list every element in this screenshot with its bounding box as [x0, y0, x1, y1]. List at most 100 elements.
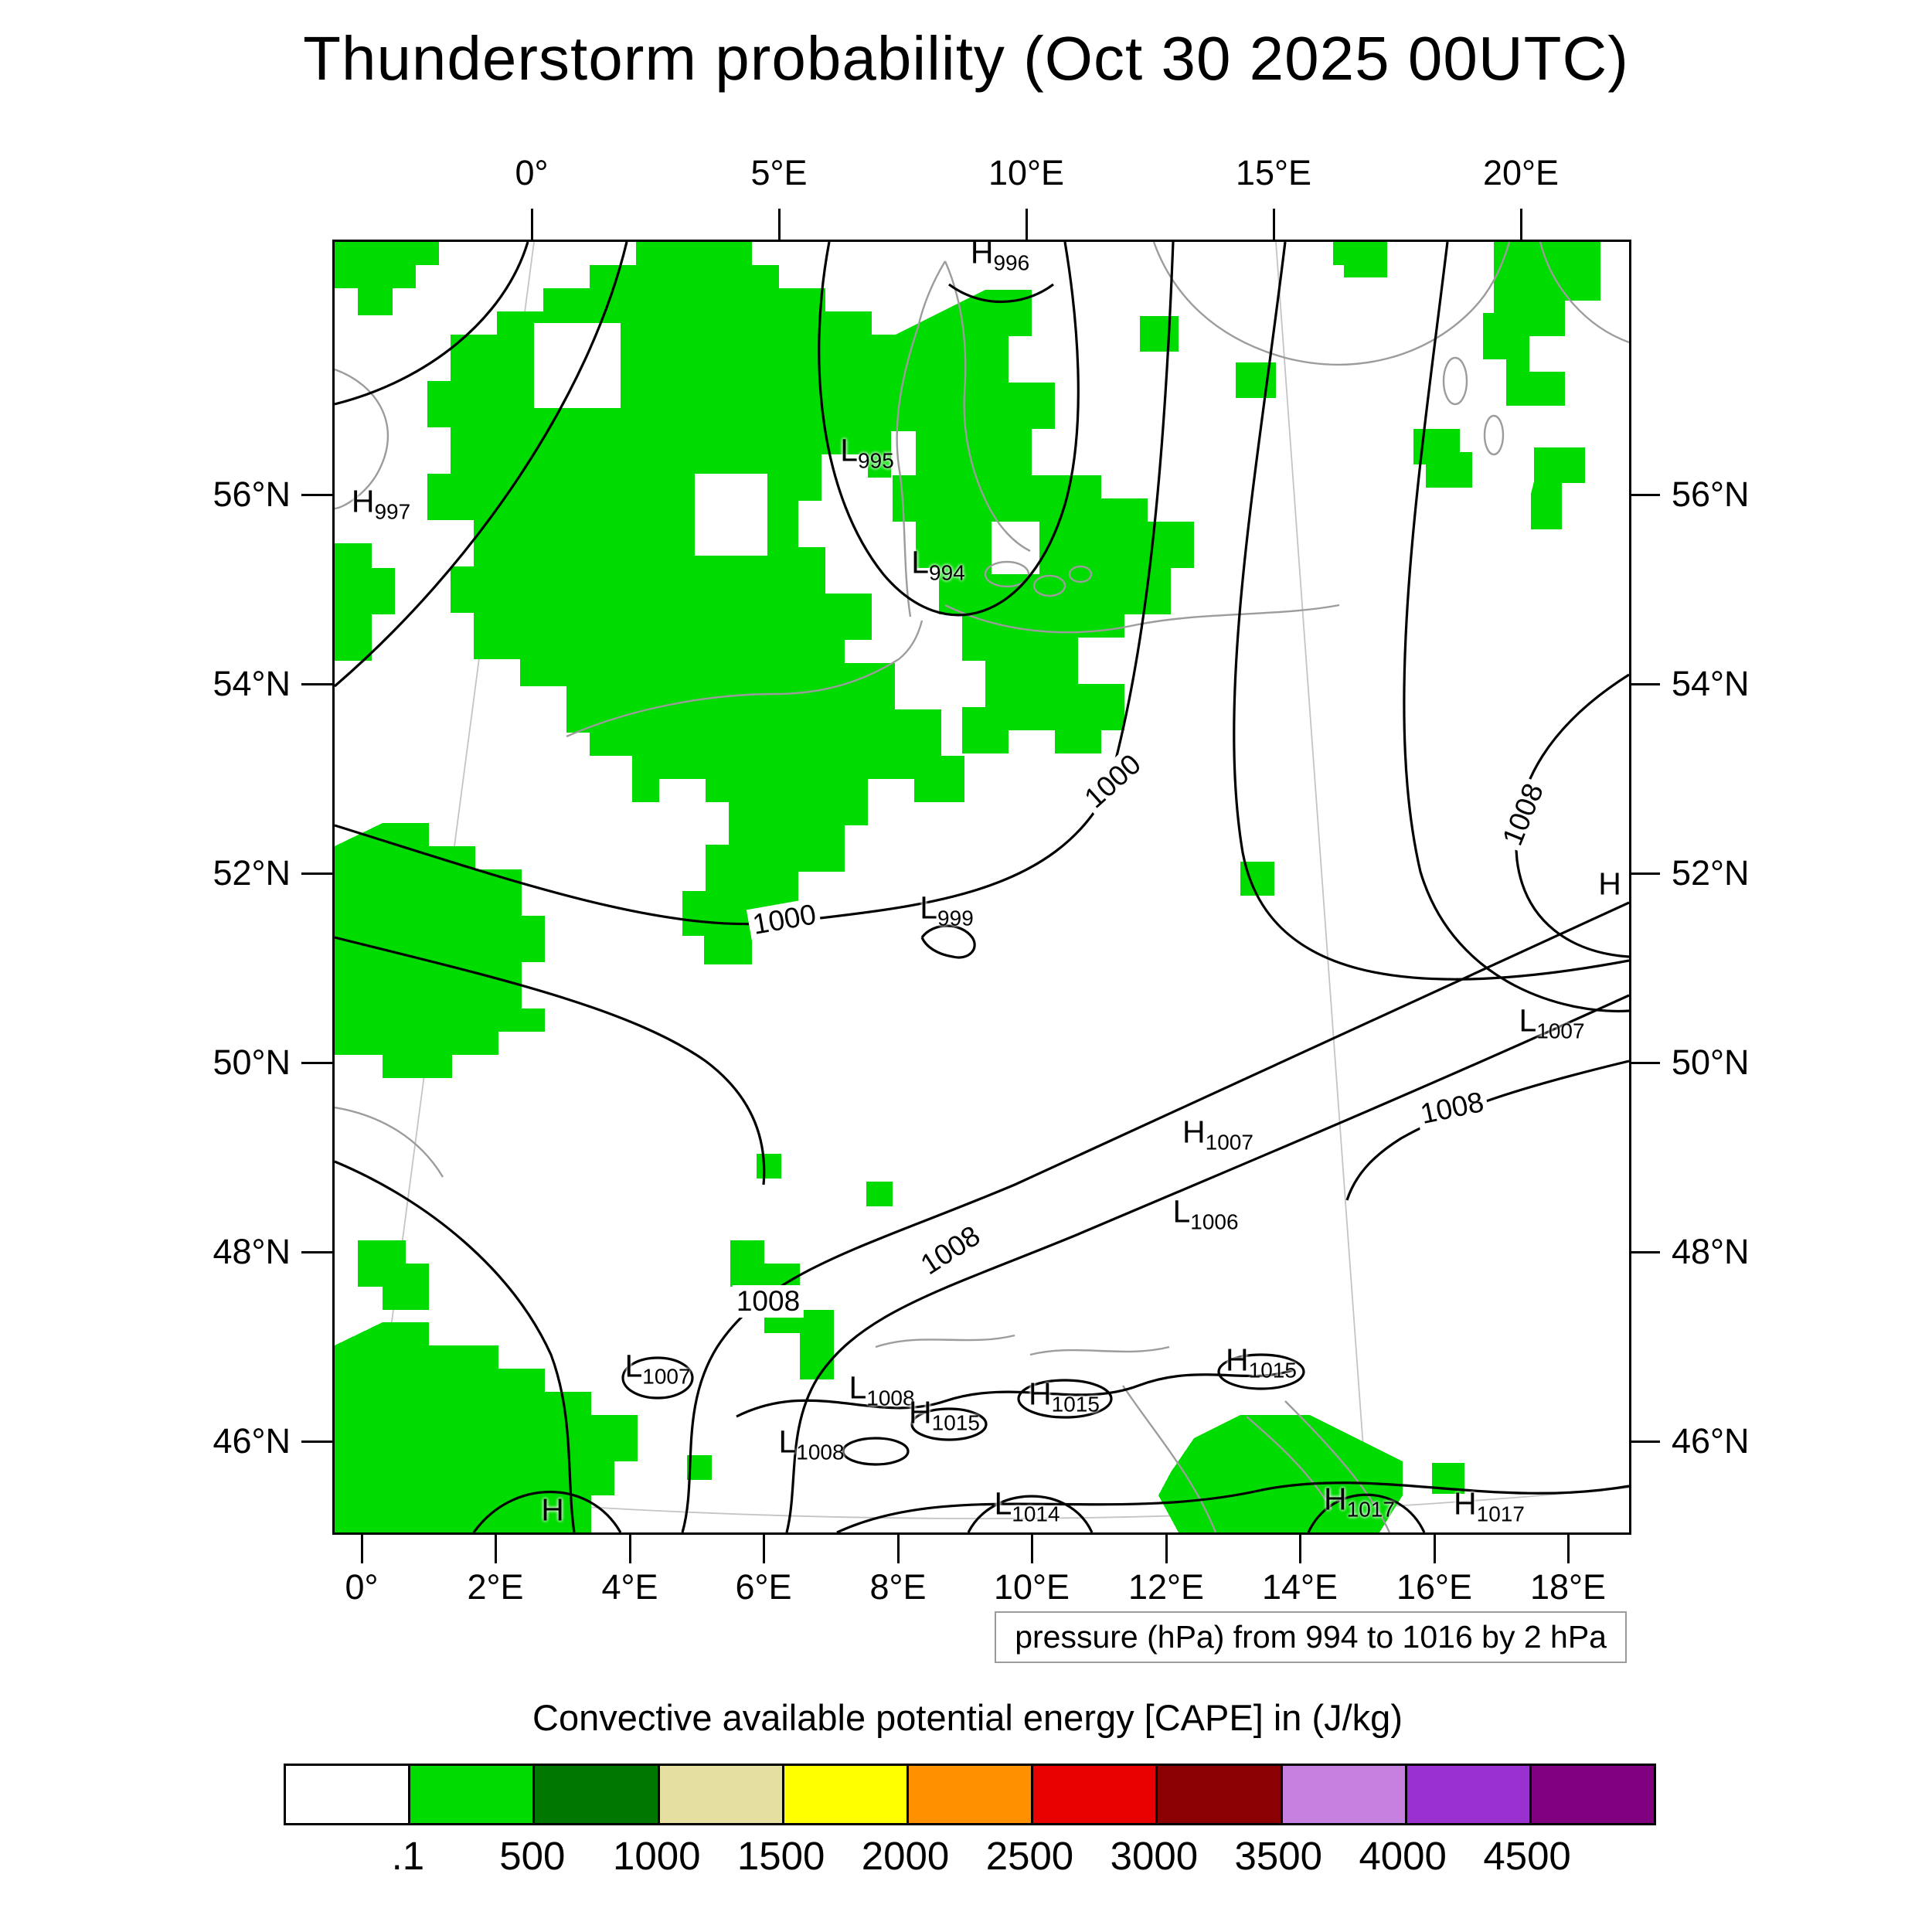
lat-tick	[1629, 493, 1660, 496]
lon-tick	[1030, 1532, 1033, 1563]
lon-tick-label: 0°	[345, 1567, 379, 1607]
pressure-note: pressure (hPa) from 994 to 1016 by 2 hPa	[995, 1611, 1627, 1663]
lat-tick	[1629, 1440, 1660, 1443]
pressure-value: 995	[858, 448, 894, 473]
pressure-marker: H1015	[909, 1394, 980, 1435]
pressure-marker: H996	[970, 240, 1030, 275]
colorbar-label: 4500	[1483, 1834, 1571, 1878]
lon-tick	[530, 209, 533, 240]
lat-tick	[1629, 872, 1660, 875]
colorbar-label: 2000	[861, 1834, 950, 1878]
lon-tick-label: 6°E	[735, 1567, 792, 1607]
pressure-value: 1015	[1248, 1358, 1297, 1383]
lon-tick	[777, 209, 781, 240]
lon-tick-label: 16°E	[1396, 1567, 1473, 1607]
lon-tick	[360, 1532, 363, 1563]
colorbar-label: 4000	[1359, 1834, 1447, 1878]
pressure-marker: L1006	[1172, 1193, 1239, 1234]
lat-tick	[301, 1250, 332, 1253]
lat-tick-label: 54°N	[1672, 664, 1750, 703]
lon-tick-label: 0°	[515, 153, 549, 192]
pressure-contours	[335, 242, 1629, 1532]
contour-label: 1008	[1413, 1084, 1491, 1132]
lon-tick-label: 10°E	[988, 153, 1065, 192]
lat-tick-label: 50°N	[1672, 1043, 1750, 1082]
lon-tick	[762, 1532, 765, 1563]
pressure-marker: L995	[840, 432, 894, 473]
pressure-value: 1007	[1205, 1130, 1253, 1155]
lon-tick	[1272, 209, 1275, 240]
colorbar-label: 2500	[985, 1834, 1074, 1878]
lon-tick	[1025, 209, 1028, 240]
lat-tick	[1629, 1061, 1660, 1064]
lat-tick-label: 52°N	[213, 853, 291, 893]
colorbar-segment	[535, 1766, 660, 1823]
pressure-value: 994	[929, 560, 965, 585]
contour-label: 1008	[732, 1285, 804, 1318]
pressure-marker: H1017	[1324, 1481, 1395, 1522]
map-label-overlay: H996 L995 H997 L994 L999 H L1007 H1007 L1006 L100…	[335, 242, 1629, 1532]
cape-colorbar	[284, 1764, 1656, 1825]
pressure-marker: H	[1598, 866, 1621, 902]
lat-tick	[301, 493, 332, 496]
weather-map: H996 L995 H997 L994 L999 H L1007 H1007 L1006 L100…	[332, 240, 1631, 1535]
lon-tick	[1566, 1532, 1570, 1563]
lat-tick-label: 48°N	[1672, 1232, 1750, 1271]
lon-tick-label: 5°E	[750, 153, 808, 192]
colorbar-label: 3500	[1234, 1834, 1322, 1878]
colorbar-label: 1500	[736, 1834, 825, 1878]
pressure-value: 1008	[796, 1440, 845, 1464]
contour-label: 1000	[746, 897, 823, 942]
pressure-value: 996	[993, 250, 1030, 275]
pressure-marker: H1017	[1454, 1485, 1525, 1526]
pressure-value: 1007	[1536, 1019, 1585, 1043]
lat-tick-label: 50°N	[213, 1043, 291, 1082]
lon-tick-label: 18°E	[1529, 1567, 1607, 1607]
colorbar-segment	[1282, 1766, 1407, 1823]
pressure-marker: H997	[351, 483, 411, 524]
colorbar-label: 1000	[612, 1834, 701, 1878]
pressure-value: 999	[937, 906, 974, 930]
pressure-marker: L1008	[778, 1423, 845, 1464]
lon-tick	[1165, 1532, 1168, 1563]
lon-tick-label: 4°E	[601, 1567, 658, 1607]
lon-tick-label: 20°E	[1482, 153, 1560, 192]
pressure-marker: H1015	[1226, 1342, 1297, 1383]
pressure-value: 1015	[1051, 1392, 1100, 1417]
colorbar-segment	[1158, 1766, 1283, 1823]
pressure-marker: L1014	[994, 1485, 1060, 1526]
pressure-marker: L1008	[849, 1369, 915, 1410]
lon-tick-label: 12°E	[1128, 1567, 1205, 1607]
pressure-marker: L1007	[624, 1348, 691, 1389]
lat-tick	[301, 682, 332, 685]
lon-tick-label: 2°E	[467, 1567, 524, 1607]
lon-tick	[896, 1532, 900, 1563]
page-title: Thunderstorm probability (Oct 30 2025 00…	[303, 24, 1629, 93]
lat-tick-label: 54°N	[213, 664, 291, 703]
colorbar-segment	[1531, 1766, 1655, 1823]
colorbar-labels: .1 500 1000 1500 2000 2500 3000 3500 4000 4500	[284, 1833, 1651, 1879]
lat-tick	[301, 1440, 332, 1443]
map-canvas	[335, 242, 1629, 1532]
colorbar-segment	[784, 1766, 909, 1823]
lon-tick	[628, 1532, 631, 1563]
lat-tick	[1629, 1250, 1660, 1253]
pressure-value: 997	[374, 499, 411, 524]
pressure-value: 1014	[1012, 1502, 1060, 1526]
pressure-marker: L1007	[1519, 1002, 1585, 1043]
colorbar-segment	[1033, 1766, 1158, 1823]
pressure-marker: H1007	[1182, 1114, 1253, 1155]
colorbar-label: 500	[499, 1834, 566, 1878]
cape-shading	[335, 242, 1600, 1532]
lat-tick-label: 48°N	[213, 1232, 291, 1271]
lon-tick-label: 10°E	[993, 1567, 1070, 1607]
colorbar-segment	[410, 1766, 536, 1823]
lon-tick	[1433, 1532, 1436, 1563]
lon-tick-label: 15°E	[1235, 153, 1312, 192]
lat-tick	[301, 872, 332, 875]
lat-tick-label: 56°N	[213, 474, 291, 514]
pressure-marker: H1015	[1029, 1376, 1100, 1417]
colorbar-segment	[659, 1766, 784, 1823]
legend-title: Convective available potential energy [C…	[532, 1697, 1403, 1738]
pressure-value: 1017	[1346, 1497, 1395, 1522]
